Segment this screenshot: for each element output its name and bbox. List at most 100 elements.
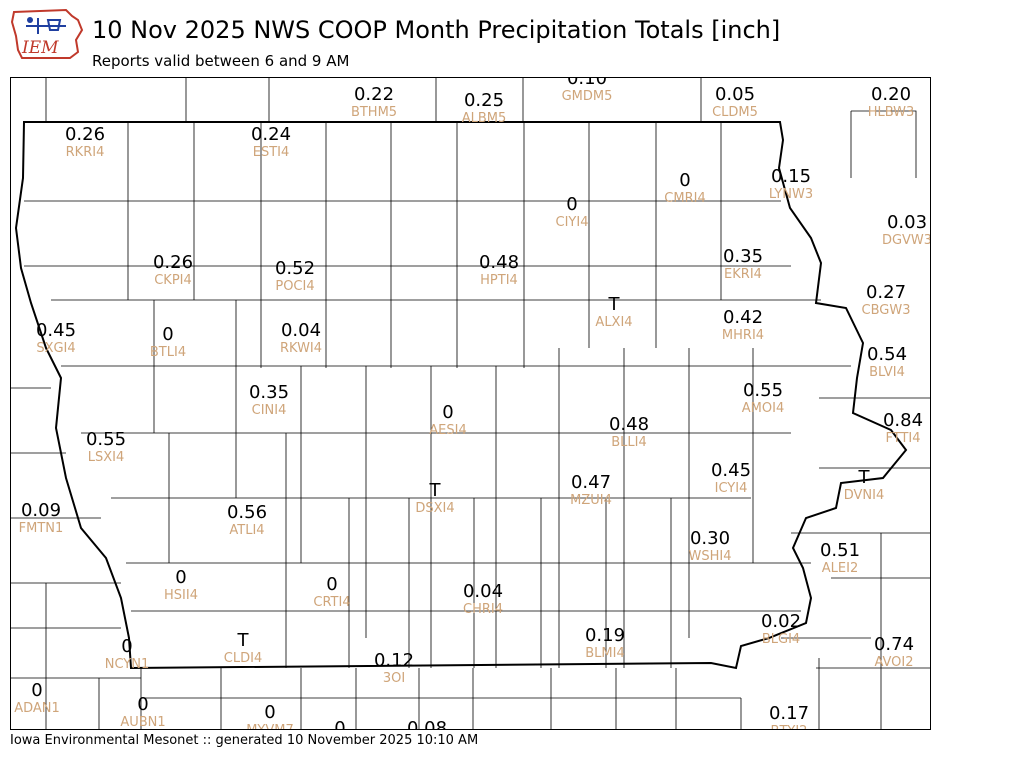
precipitation-map: 0.22 BTHM5 0.25 ALBM5 0.10 GMDM5 0.05 CLDM5 0.20… (10, 77, 931, 730)
station-id: ICYI4 (715, 481, 748, 496)
station-id: EKRI4 (724, 267, 762, 282)
station-id: CMRI4 (664, 191, 705, 206)
station-id: DVNI4 (844, 488, 885, 503)
station-value: 0.48 (479, 252, 519, 273)
station-id: RKRI4 (66, 145, 105, 160)
station-value: 0 (264, 702, 275, 723)
station-id: CBGW3 (862, 303, 911, 318)
station-value: 0 (679, 170, 690, 191)
station-id: AESI4 (429, 423, 466, 438)
station-value: 0.24 (251, 124, 291, 145)
station-value: 0.26 (153, 252, 193, 273)
station-value: 0 (137, 694, 148, 715)
station-id: CLDM5 (712, 105, 758, 120)
station-value: 0.02 (761, 611, 801, 632)
station-id: CIYI4 (556, 215, 589, 230)
station-id: DSXI4 (415, 501, 454, 516)
station-id: MHRI4 (722, 328, 764, 343)
station-id: ALEI2 (822, 561, 858, 576)
station-id: BTHM5 (351, 105, 397, 120)
station-value: 0.08 (407, 718, 447, 730)
station-id: ADAN1 (14, 701, 60, 716)
map-title: 10 Nov 2025 NWS COOP Month Precipitation… (92, 16, 781, 44)
station-value: 0.27 (866, 282, 906, 303)
station-id: WSHI4 (689, 549, 732, 564)
footer-credit: Iowa Environmental Mesonet :: generated … (10, 733, 479, 748)
station-id: ALXI4 (595, 315, 632, 330)
station-value: 0.42 (723, 307, 763, 328)
station-value: T (858, 467, 871, 488)
station-id: POCI4 (275, 279, 314, 294)
station-id: HPTI4 (480, 273, 518, 288)
station-id: GMDM5 (562, 89, 613, 104)
station-value: 0 (442, 402, 453, 423)
station-value: T (237, 630, 250, 651)
station-value: 0.10 (567, 78, 607, 89)
station-value: 0.17 (769, 703, 809, 724)
station-value: 0.19 (585, 625, 625, 646)
station-value: T (429, 480, 442, 501)
station-value: 0.20 (871, 84, 911, 105)
station-id: CHRI4 (463, 602, 503, 617)
station-id: BLVI4 (869, 365, 905, 380)
county-boundaries (11, 78, 930, 729)
station-id: ESTI4 (253, 145, 290, 160)
station-value: 0.47 (571, 472, 611, 493)
station-value: 0 (334, 718, 345, 730)
station-id: ATLI4 (229, 523, 264, 538)
station-id: AMOI4 (742, 401, 784, 416)
station-id: FTTI4 (885, 431, 920, 446)
station-value: 0.05 (715, 84, 755, 105)
station-value: 0.54 (867, 344, 907, 365)
station-value: 0.52 (275, 258, 315, 279)
station-id: NCYN1 (105, 657, 150, 672)
station-value: 0.30 (690, 528, 730, 549)
station-value: 0 (162, 324, 173, 345)
station-id: FMTN1 (19, 521, 64, 536)
station-value: 0 (175, 567, 186, 588)
station-id: RKWI4 (280, 341, 322, 356)
station-value: 0 (326, 574, 337, 595)
station-value: 0.51 (820, 540, 860, 561)
station-id: CINI4 (252, 403, 287, 418)
station-id: AVOI2 (874, 655, 913, 670)
station-value: 0.04 (281, 320, 321, 341)
station-value: 0.09 (21, 500, 61, 521)
station-id: MYVM7 (246, 723, 294, 730)
station-value: 0 (121, 636, 132, 657)
station-value: 0.25 (464, 90, 504, 111)
station-id: AUBN1 (120, 715, 165, 730)
station-id: CRTI4 (313, 595, 350, 610)
station-value: 0.35 (249, 382, 289, 403)
station-id: BLMI4 (585, 646, 624, 661)
station-value: 0.55 (743, 380, 783, 401)
station-value: 0.55 (86, 429, 126, 450)
station-value: 0 (31, 680, 42, 701)
station-id: BLGI4 (762, 632, 800, 647)
station-value: 0.26 (65, 124, 105, 145)
station-value: 0.35 (723, 246, 763, 267)
station-id: LSXI4 (88, 450, 125, 465)
station-value: 0.22 (354, 84, 394, 105)
station-value: 0.15 (771, 166, 811, 187)
station-value: 0.45 (711, 460, 751, 481)
logo-text: IEM (21, 38, 59, 58)
station-id: CLDI4 (224, 651, 262, 666)
station-value: 0.74 (874, 634, 914, 655)
station-value: 0.45 (36, 320, 76, 341)
station-id: ALBM5 (462, 111, 507, 126)
iem-logo: IEM (8, 6, 86, 62)
station-id: SXGI4 (36, 341, 75, 356)
station-id: BTLI4 (150, 345, 186, 360)
station-id: CKPI4 (154, 273, 192, 288)
station-id: BTYI2 (771, 724, 808, 730)
station-value: 0.04 (463, 581, 503, 602)
station-id: HLBW3 (868, 105, 915, 120)
station-id: BLLI4 (611, 435, 647, 450)
station-id: 3OI (383, 671, 405, 686)
station-id: MZUI4 (570, 493, 612, 508)
station-value: T (608, 294, 621, 315)
station-value: 0.48 (609, 414, 649, 435)
station-value: 0 (566, 194, 577, 215)
